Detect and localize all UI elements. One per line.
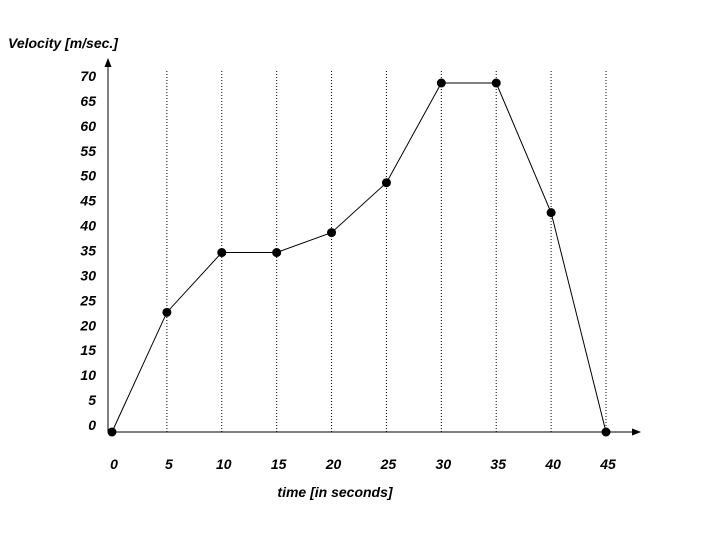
series (107, 78, 611, 437)
y-tick-label-15: 15 (80, 342, 96, 358)
gridlines (166, 71, 607, 432)
data-point-20 (327, 228, 337, 238)
axes (104, 58, 641, 436)
y-tick-label-20: 20 (79, 317, 96, 333)
data-point-25 (381, 178, 391, 188)
x-tick-label-45: 45 (599, 456, 616, 472)
y-tick-label-35: 35 (80, 243, 96, 259)
x-tick-label-0: 0 (110, 456, 118, 472)
x-tick-labels: 0 5 10 15 20 25 30 35 40 45 (110, 456, 616, 472)
x-tick-label-35: 35 (490, 456, 506, 472)
y-axis-arrow (104, 58, 112, 67)
data-point-10 (217, 248, 227, 258)
y-tick-label-60: 60 (80, 118, 96, 134)
y-tick-label-25: 25 (79, 292, 96, 308)
y-tick-label-10: 10 (80, 367, 96, 383)
x-tick-label-5: 5 (165, 456, 173, 472)
y-tick-label-30: 30 (80, 267, 96, 283)
series-line-0 (111, 82, 607, 433)
data-point-0 (107, 427, 117, 437)
x-tick-label-10: 10 (216, 456, 232, 472)
data-point-30 (436, 78, 446, 88)
data-point-35 (491, 78, 501, 88)
x-axis-title: time [in seconds] (277, 484, 393, 500)
x-tick-label-15: 15 (271, 456, 287, 472)
x-axis-arrow (632, 428, 641, 436)
x-tick-label-20: 20 (325, 456, 342, 472)
x-tick-label-30: 30 (436, 456, 452, 472)
y-tick-labels: 0 5 10 15 20 25 30 35 40 45 50 55 60 65 70 (79, 68, 96, 433)
x-tick-label-40: 40 (544, 456, 561, 472)
data-point-15 (272, 248, 282, 258)
y-tick-label-5: 5 (88, 392, 96, 408)
data-point-5 (162, 307, 172, 317)
x-tick-label-25: 25 (380, 456, 397, 472)
data-point-45 (601, 427, 611, 437)
y-axis-title: Velocity [m/sec.] (8, 35, 119, 51)
y-tick-label-55: 55 (80, 143, 96, 159)
y-tick-label-0: 0 (88, 417, 96, 433)
data-point-40 (546, 208, 556, 218)
y-tick-label-50: 50 (80, 168, 96, 184)
y-tick-label-65: 65 (80, 93, 96, 109)
y-tick-label-70: 70 (80, 68, 96, 84)
y-tick-label-40: 40 (79, 218, 96, 234)
y-tick-label-45: 45 (79, 193, 96, 209)
